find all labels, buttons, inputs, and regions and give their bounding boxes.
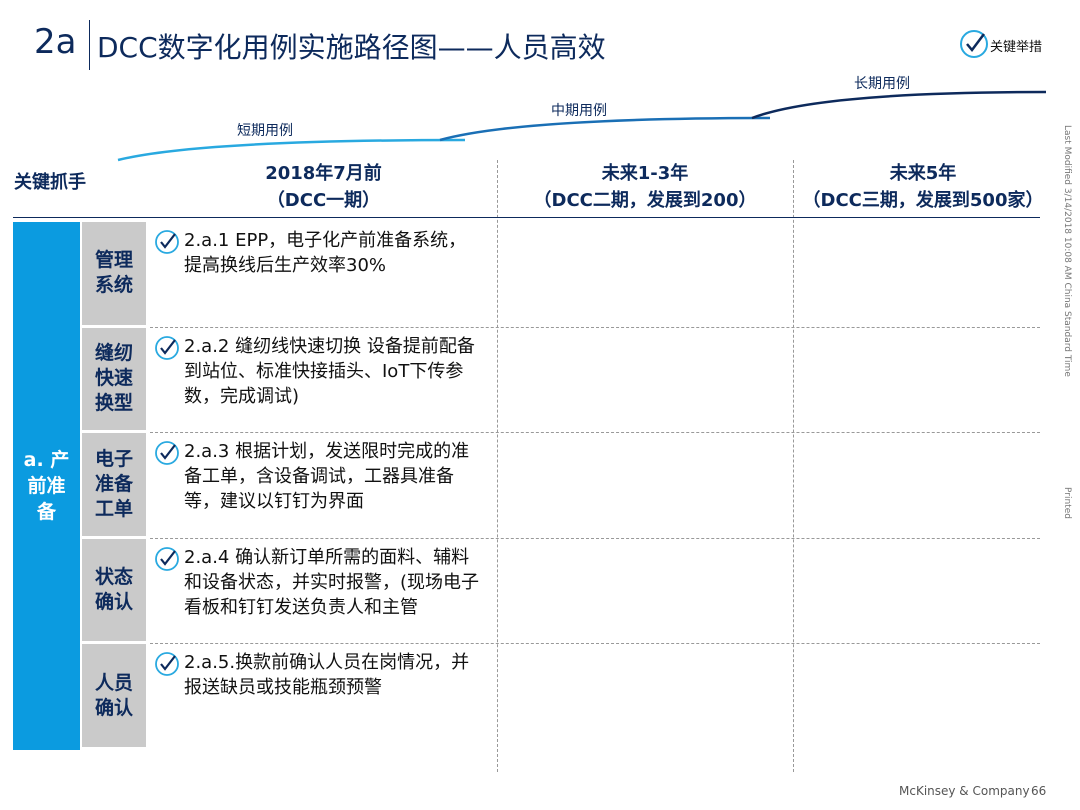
check-icon <box>155 441 179 466</box>
phase-label: 中期用例 <box>551 103 607 119</box>
legend-label: 关键举措 <box>990 40 1043 55</box>
legend-icon <box>960 30 988 58</box>
row-item: 2.a.4 确认新订单所需的面料、辅料和设备状态，并实时报警，(现场电子看板和钉… <box>184 546 480 618</box>
column-subtitle: （DCC二期，发展到200） <box>533 190 757 211</box>
slide-title: DCC数字化用例实施路径图——人员高效 <box>97 31 606 64</box>
slide-number: 2a <box>34 22 77 62</box>
row-label: 电子准备工单 <box>82 433 146 536</box>
phase-label: 短期用例 <box>237 123 293 139</box>
side-note: Last Modified 3/14/2018 10:08 AM China S… <box>1062 125 1072 377</box>
column-divider <box>793 160 794 772</box>
header-rule <box>13 217 1040 218</box>
row-label-text: 缝纫快速换型 <box>94 342 133 415</box>
row-item: 2.a.2 缝纫线快速切换 设备提前配备到站位、标准快接插头、IoT下传参数，完… <box>184 335 475 407</box>
group-text: a. 产前准备 <box>23 449 70 523</box>
check-icon <box>155 546 179 571</box>
row-item: 2.a.1 EPP，电子化产前准备系统，提高换线后生产效率30% <box>184 230 467 276</box>
footer-page: 66 <box>1031 784 1047 798</box>
printed-note: Printed <box>1062 487 1072 519</box>
row-label: 缝纫快速换型 <box>82 327 146 431</box>
row-item: 2.a.5.换款前确认人员在岗情况，并报送缺员或技能瓶颈预警 <box>184 652 470 699</box>
column-header: 未来1-3年 （DCC二期，发展到200） <box>497 160 793 214</box>
row-divider <box>150 643 1040 645</box>
column-title: 2018年7月前 <box>265 163 382 184</box>
column-subtitle: （DCC一期） <box>266 190 381 211</box>
column-title: 未来5年 <box>889 163 957 184</box>
row-label-text: 状态确认 <box>94 566 133 614</box>
row-divider <box>150 326 1040 328</box>
column-header: 未来5年 （DCC三期，发展到500家） <box>793 160 1053 214</box>
row-label-text: 管理系统 <box>94 249 133 297</box>
row-label-text: 人员确认 <box>94 671 133 719</box>
row-label: 人员确认 <box>82 644 146 747</box>
row-divider <box>150 537 1040 539</box>
footer-company: McKinsey & Company <box>899 784 1030 798</box>
column-header: 2018年7月前 （DCC一期） <box>150 160 497 214</box>
row-label-text: 电子准备工单 <box>94 447 133 520</box>
column-subtitle: （DCC三期，发展到500家） <box>802 190 1044 211</box>
corner-header: 关键抓手 <box>14 172 86 193</box>
row-item: 2.a.3 根据计划，发送限时完成的准备工单，含设备调试，工器具准备等，建议以钉… <box>184 441 470 513</box>
row-divider <box>150 432 1040 434</box>
divider <box>89 20 90 70</box>
column-title: 未来1-3年 <box>601 163 689 184</box>
phase-label: 长期用例 <box>854 76 910 92</box>
group-label: a. 产前准备 <box>13 222 80 750</box>
check-icon <box>155 230 179 254</box>
row-label: 管理系统 <box>82 222 146 325</box>
row-label: 状态确认 <box>82 538 146 642</box>
column-divider <box>497 160 498 772</box>
phase-curves <box>117 90 1047 162</box>
check-icon <box>155 335 179 360</box>
check-icon <box>155 652 179 677</box>
